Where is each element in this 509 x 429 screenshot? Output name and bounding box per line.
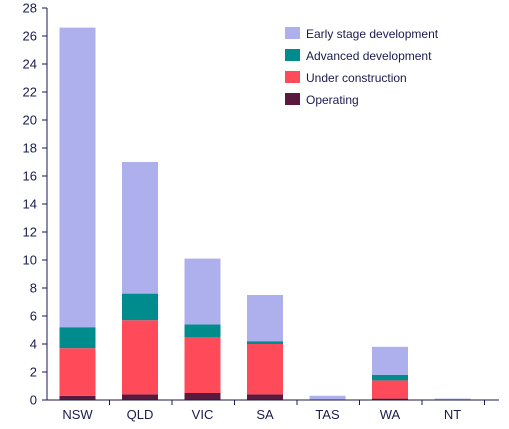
bar-segment-under-construction-nsw [59,348,96,396]
x-axis: NSW QLD VIC SA TAS WA NT [47,399,499,422]
bar-segment-early-stage-development-vic [184,258,221,325]
bar-segment-early-stage-development-sa [247,295,283,342]
y-tick-label: 10 [23,253,37,268]
bar-segment-operating-qld [122,394,158,400]
bar-segment-under-construction-vic [184,337,221,393]
bar-segment-advanced-development-wa [372,374,408,381]
bar-segment-early-stage-development-wa [372,346,408,375]
bar-segment-operating-wa [372,398,408,400]
x-tick-label-sa: SA [256,407,274,422]
legend: Early stage development Advanced developm… [285,27,439,107]
legend-swatch-under-construction [285,71,300,83]
legend-label-under-construction: Under construction [306,71,407,85]
bar-segment-under-construction-sa [247,344,283,395]
bar-segment-under-construction-qld [122,320,158,395]
bars [59,27,471,400]
y-tick-label: 8 [30,281,37,296]
bar-segment-under-construction-wa [372,380,408,399]
bar-segment-early-stage-development-nsw [59,27,96,328]
y-tick-label: 28 [23,1,37,16]
y-tick-label: 6 [30,309,37,324]
x-tick-label-nt: NT [444,407,461,422]
bar-segment-advanced-development-sa [247,341,283,344]
legend-label-operating: Operating [306,93,359,107]
y-tick-label: 20 [23,113,37,128]
bar-segment-advanced-development-vic [184,324,221,337]
x-tick-label-vic: VIC [192,407,214,422]
y-tick-label: 18 [23,141,37,156]
bar-segment-operating-vic [184,393,221,400]
y-tick-label: 22 [23,85,37,100]
legend-label-advanced-development: Advanced development [306,49,432,63]
legend-swatch-operating [285,93,300,105]
y-tick-label: 16 [23,169,37,184]
bar-segment-operating-sa [247,394,283,400]
legend-label-early-stage-development: Early stage development [306,27,439,41]
bar-segment-early-stage-development-qld [122,162,158,294]
x-tick-label-wa: WA [380,407,401,422]
y-tick-label: 2 [30,365,37,380]
x-tick-label-tas: TAS [315,407,340,422]
bar-segment-early-stage-development-nt [434,398,471,400]
y-tick-label: 0 [30,393,37,408]
y-tick-label: 4 [30,337,37,352]
bar-segment-advanced-development-qld [122,293,158,321]
x-tick-label-nsw: NSW [62,407,93,422]
bar-segment-advanced-development-nsw [59,327,96,349]
bar-segment-early-stage-development-tas [309,395,346,400]
y-tick-label: 26 [23,29,37,44]
x-tick-label-qld: QLD [127,407,154,422]
y-tick-label: 24 [23,57,37,72]
legend-swatch-early-stage-development [285,27,300,39]
y-tick-label: 12 [23,225,37,240]
legend-swatch-advanced-development [285,49,300,61]
bar-segment-operating-nsw [59,395,96,400]
y-tick-label: 14 [23,197,37,212]
